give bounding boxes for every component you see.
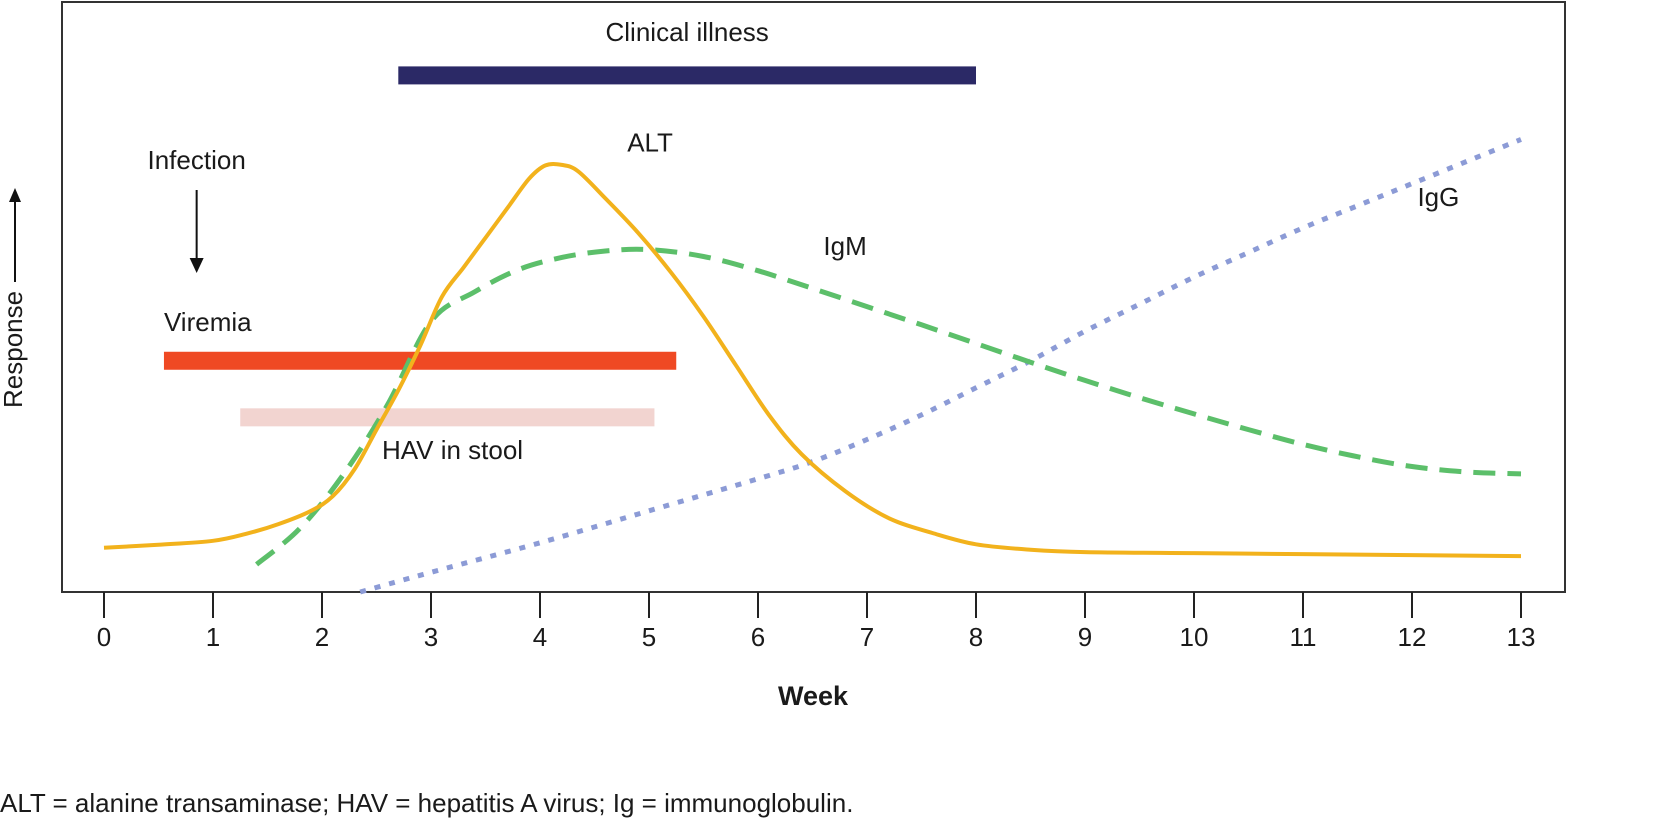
x-tick-label: 8 — [969, 622, 983, 652]
bars — [163, 66, 976, 427]
x-tick-label: 12 — [1398, 622, 1427, 652]
x-tick-label: 2 — [315, 622, 329, 652]
x-tick-label: 13 — [1507, 622, 1536, 652]
bar-hav-in-stool — [240, 408, 655, 427]
annotations: Clinical illness ALT IgM IgG Viremia HAV in s… — [148, 17, 1460, 465]
x-tick-label: 11 — [1290, 622, 1317, 652]
x-tick-label: 9 — [1078, 622, 1092, 652]
down-arrowhead-icon — [189, 258, 204, 273]
series-line-igg — [359, 137, 1522, 595]
annotation-hav-in-stool: HAV in stool — [382, 435, 523, 465]
x-tick-label: 7 — [860, 622, 874, 652]
up-arrow-icon — [9, 188, 21, 282]
x-tick-label: 10 — [1180, 622, 1209, 652]
x-tick-label: 4 — [533, 622, 547, 652]
annotation-viremia: Viremia — [164, 307, 252, 337]
x-axis: 0 1 2 3 4 5 6 7 8 9 10 11 12 13 — [97, 592, 1536, 652]
bar-viremia — [163, 351, 677, 370]
annotation-infection: Infection — [148, 145, 246, 175]
annotation-alt: ALT — [627, 128, 673, 158]
x-tick-label: 5 — [642, 622, 656, 652]
x-tick-label: 1 — [206, 622, 220, 652]
annotation-clinical-illness: Clinical illness — [606, 17, 769, 47]
bar-clinical-illness — [398, 66, 976, 85]
plot-frame — [61, 1, 1566, 593]
annotation-igm: IgM — [823, 231, 866, 261]
series-lines — [103, 137, 1522, 595]
y-axis-label-group: Response — [0, 188, 28, 408]
x-tick-label: 0 — [97, 622, 111, 652]
x-tick-label: 3 — [424, 622, 438, 652]
y-axis-label: Response — [0, 291, 28, 408]
series-line-alt — [103, 161, 1522, 559]
caption: ALT = alanine transaminase; HAV = hepati… — [0, 788, 854, 818]
annotation-igg: IgG — [1417, 182, 1459, 212]
x-tick-label: 6 — [751, 622, 765, 652]
x-axis-label: Week — [778, 681, 849, 711]
